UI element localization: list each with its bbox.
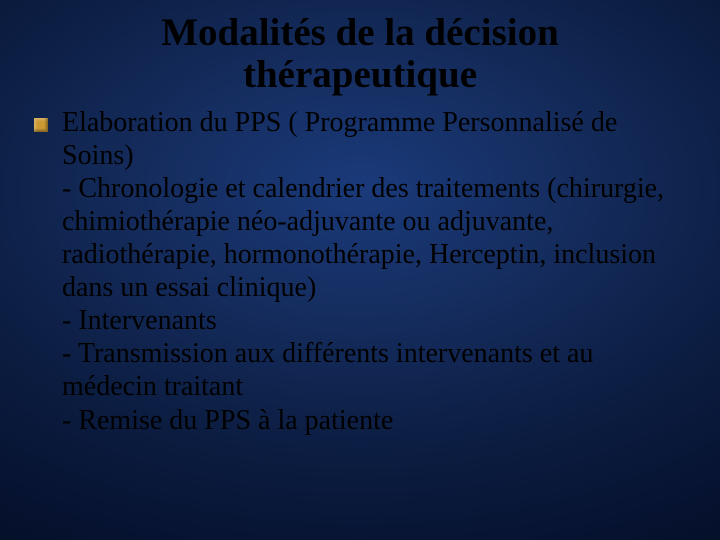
body-line: - Remise du PPS à la patiente: [62, 404, 692, 437]
body-line: - Intervenants: [62, 304, 692, 337]
body-text: Elaboration du PPS ( Programme Personnal…: [62, 106, 692, 436]
slide-title: Modalités de la décision thérapeutique: [28, 12, 692, 96]
body-line: Elaboration du PPS ( Programme Personnal…: [62, 106, 692, 172]
slide: Modalités de la décision thérapeutique E…: [0, 0, 720, 540]
body-line: - Chronologie et calendrier des traiteme…: [62, 172, 692, 304]
body-row: Elaboration du PPS ( Programme Personnal…: [28, 106, 692, 436]
square-bullet-icon: [34, 118, 48, 132]
body-line: - Transmission aux différents intervenan…: [62, 337, 692, 403]
